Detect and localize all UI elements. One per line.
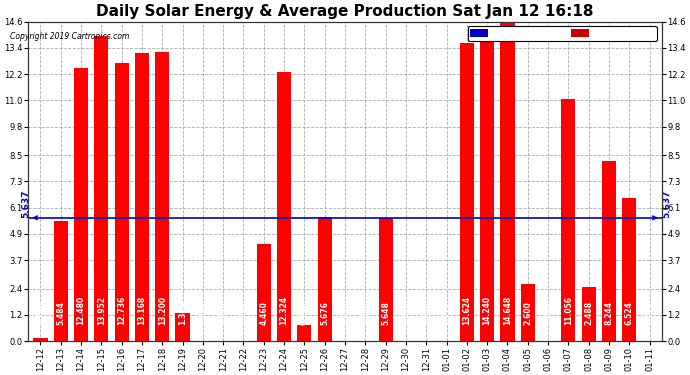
Text: 6.524: 6.524 — [624, 302, 634, 325]
Text: 4.460: 4.460 — [259, 301, 268, 325]
Text: 14.240: 14.240 — [482, 296, 492, 325]
Text: 12.324: 12.324 — [279, 296, 288, 325]
Bar — [480, 30, 494, 341]
Text: 13.624: 13.624 — [462, 296, 471, 325]
Bar — [521, 284, 535, 341]
Bar — [33, 338, 48, 341]
Text: 13.952: 13.952 — [97, 296, 106, 325]
Text: 12.480: 12.480 — [77, 296, 86, 325]
Text: 13.168: 13.168 — [137, 296, 146, 325]
Text: 8.244: 8.244 — [604, 301, 613, 325]
Text: 0.000: 0.000 — [361, 301, 370, 325]
Text: 11.056: 11.056 — [564, 296, 573, 325]
Bar — [622, 198, 636, 341]
Text: 0.000: 0.000 — [340, 301, 350, 325]
Bar — [582, 287, 595, 341]
Text: 0.000: 0.000 — [422, 301, 431, 325]
Text: 0.000: 0.000 — [645, 301, 654, 325]
Text: Copyright 2019 Cartronics.com: Copyright 2019 Cartronics.com — [10, 32, 130, 41]
Text: 14.648: 14.648 — [503, 296, 512, 325]
Text: 0.740: 0.740 — [300, 301, 309, 325]
Legend: Average (kWh), Daily  (kWh): Average (kWh), Daily (kWh) — [468, 26, 658, 40]
Text: 5.484: 5.484 — [56, 301, 66, 325]
Text: 12.736: 12.736 — [117, 296, 126, 325]
Bar — [561, 99, 575, 341]
Bar — [297, 325, 311, 341]
Bar — [95, 36, 108, 341]
Bar — [175, 313, 190, 341]
Text: 0.000: 0.000 — [442, 301, 451, 325]
Bar — [257, 244, 271, 341]
Bar — [155, 53, 169, 341]
Bar — [379, 217, 393, 341]
Text: 0.000: 0.000 — [239, 301, 248, 325]
Bar — [277, 72, 291, 341]
Bar — [74, 68, 88, 341]
Text: 0.000: 0.000 — [544, 301, 553, 325]
Text: 5.637: 5.637 — [21, 189, 30, 218]
Text: 5.637: 5.637 — [662, 189, 671, 218]
Bar — [135, 53, 149, 341]
Bar — [54, 221, 68, 341]
Bar — [115, 63, 129, 341]
Text: 2.488: 2.488 — [584, 301, 593, 325]
Text: 0.000: 0.000 — [198, 301, 208, 325]
Text: 13.200: 13.200 — [158, 296, 167, 325]
Text: 0.148: 0.148 — [36, 301, 45, 325]
Bar — [500, 21, 515, 341]
Bar — [460, 43, 474, 341]
Text: 0.000: 0.000 — [219, 301, 228, 325]
Text: 5.676: 5.676 — [320, 301, 329, 325]
Text: 5.648: 5.648 — [381, 301, 390, 325]
Bar — [602, 161, 616, 341]
Text: 1.304: 1.304 — [178, 301, 187, 325]
Title: Daily Solar Energy & Average Production Sat Jan 12 16:18: Daily Solar Energy & Average Production … — [96, 4, 594, 19]
Text: 0.000: 0.000 — [402, 301, 411, 325]
Bar — [317, 217, 332, 341]
Text: 2.600: 2.600 — [523, 301, 532, 325]
